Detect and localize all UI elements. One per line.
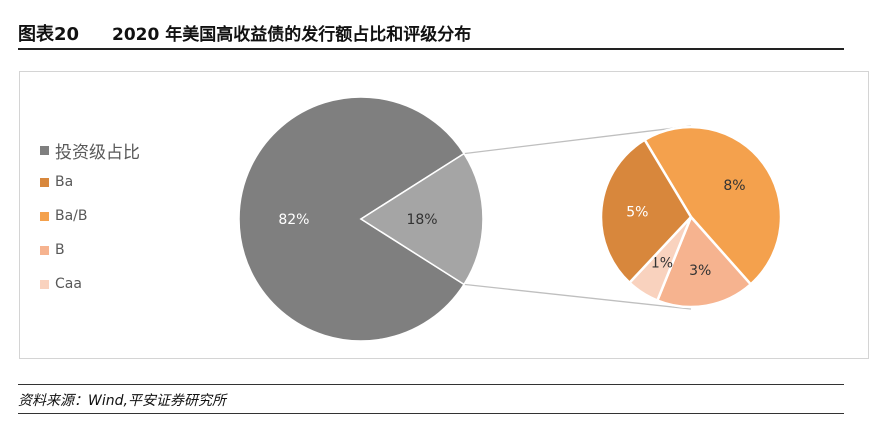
pie-slice-main-high-yield bbox=[359, 152, 484, 286]
data-label-b: 3% bbox=[689, 263, 711, 279]
data-label-caa: 1% bbox=[651, 256, 673, 272]
data-label-main-0: 82% bbox=[278, 212, 309, 228]
title-bar: 图表20 2020 年美国高收益债的发行额占比和评级分布 bbox=[18, 14, 844, 50]
pie-slice-ba bbox=[599, 138, 693, 285]
data-label-ba-b: 8% bbox=[723, 178, 745, 194]
legend-label: Ba/B bbox=[55, 208, 88, 224]
legend-swatch bbox=[40, 245, 49, 255]
connector-lines bbox=[463, 125, 692, 310]
chart-title: 2020 年美国高收益债的发行额占比和评级分布 bbox=[112, 25, 472, 45]
figure-number: 图表20 bbox=[18, 24, 80, 45]
legend-swatch bbox=[40, 211, 49, 221]
data-label-main-1: 18% bbox=[406, 212, 437, 228]
legend-item-investment-grade: 投资级占比 bbox=[40, 138, 140, 163]
legend-label: B bbox=[55, 242, 65, 258]
pie-slice-main-investment-grade bbox=[238, 96, 466, 342]
legend-label: Caa bbox=[55, 276, 82, 292]
source-note: 资料来源：Wind,平安证券研究所 bbox=[18, 393, 226, 409]
legend-item-b: B bbox=[40, 242, 65, 258]
legend-swatch bbox=[40, 177, 49, 187]
connector-line-bottom bbox=[463, 283, 692, 310]
legend-label: Ba bbox=[55, 174, 74, 190]
connector-line-top bbox=[463, 125, 692, 155]
pie-slice-ba-b bbox=[642, 125, 783, 287]
legend-label: 投资级占比 bbox=[55, 143, 140, 163]
legend-item-ba: Ba bbox=[40, 174, 73, 190]
legend-item-ba-b: Ba/B bbox=[40, 208, 88, 224]
main-pie: 82% 18% bbox=[238, 96, 484, 342]
legend-swatch bbox=[40, 279, 49, 289]
legend-swatch bbox=[40, 146, 49, 155]
source-bar: 资料来源：Wind,平安证券研究所 bbox=[18, 384, 844, 414]
data-label-ba: 5% bbox=[626, 204, 648, 220]
legend-item-caa: Caa bbox=[40, 276, 82, 292]
rating-sub-pie: 8% 3% 1% 5% bbox=[599, 125, 783, 309]
pie-slice-b bbox=[655, 214, 753, 309]
